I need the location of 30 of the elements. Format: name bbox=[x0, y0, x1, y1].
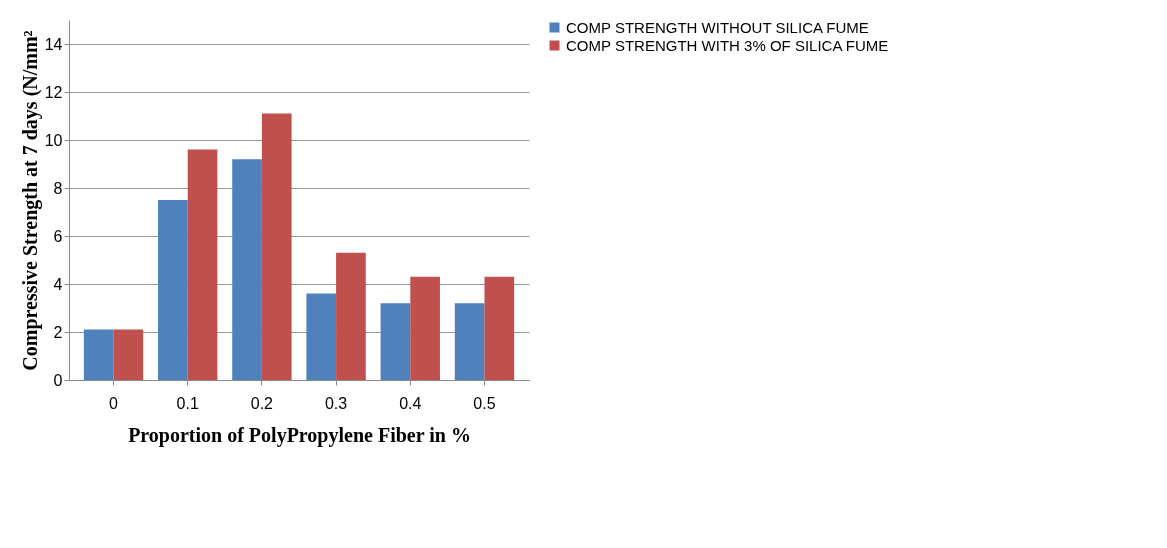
bar bbox=[454, 303, 485, 380]
y-tick-label: 10 bbox=[44, 131, 63, 149]
bar bbox=[380, 303, 411, 380]
bar bbox=[484, 276, 515, 380]
y-tick-label: 14 bbox=[44, 35, 63, 53]
bar bbox=[158, 200, 188, 380]
legend-label: COMP STRENGTH WITHOUT SILICA FUME bbox=[566, 18, 869, 36]
x-tick-label: 0.5 bbox=[473, 394, 496, 412]
y-tick-label: 0 bbox=[53, 371, 63, 389]
bar bbox=[187, 149, 218, 380]
x-tick-label: 0 bbox=[109, 394, 119, 412]
y-tick-label: 8 bbox=[53, 179, 63, 197]
y-tick-label: 6 bbox=[53, 227, 63, 245]
x-tick-label: 0.3 bbox=[324, 394, 348, 412]
y-tick-label: 4 bbox=[53, 275, 63, 293]
bar bbox=[336, 252, 366, 380]
legend-label: COMP STRENGTH WITH 3% OF SILICA FUME bbox=[566, 36, 889, 54]
bar bbox=[410, 276, 440, 380]
bar bbox=[306, 293, 337, 380]
x-tick-label: 0.2 bbox=[250, 394, 274, 412]
y-tick-label: 12 bbox=[44, 83, 63, 101]
y-tick-label: 2 bbox=[53, 323, 63, 341]
bar bbox=[261, 113, 292, 380]
bar bbox=[113, 329, 144, 380]
bar bbox=[232, 159, 262, 380]
x-tick-label: 0.1 bbox=[176, 394, 199, 412]
y-axis-title: Compressive Strength at 7 days (N/mm² bbox=[18, 30, 42, 371]
x-tick-label: 0.4 bbox=[399, 394, 422, 412]
bar bbox=[83, 329, 114, 380]
x-axis-title: Proportion of PolyPropylene Fiber in % bbox=[128, 423, 471, 447]
